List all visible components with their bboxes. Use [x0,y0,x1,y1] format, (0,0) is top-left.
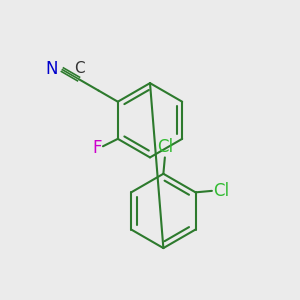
Text: Cl: Cl [157,138,173,156]
Text: N: N [46,60,58,78]
Text: C: C [74,61,85,76]
Text: Cl: Cl [213,182,230,200]
Text: F: F [92,139,101,157]
